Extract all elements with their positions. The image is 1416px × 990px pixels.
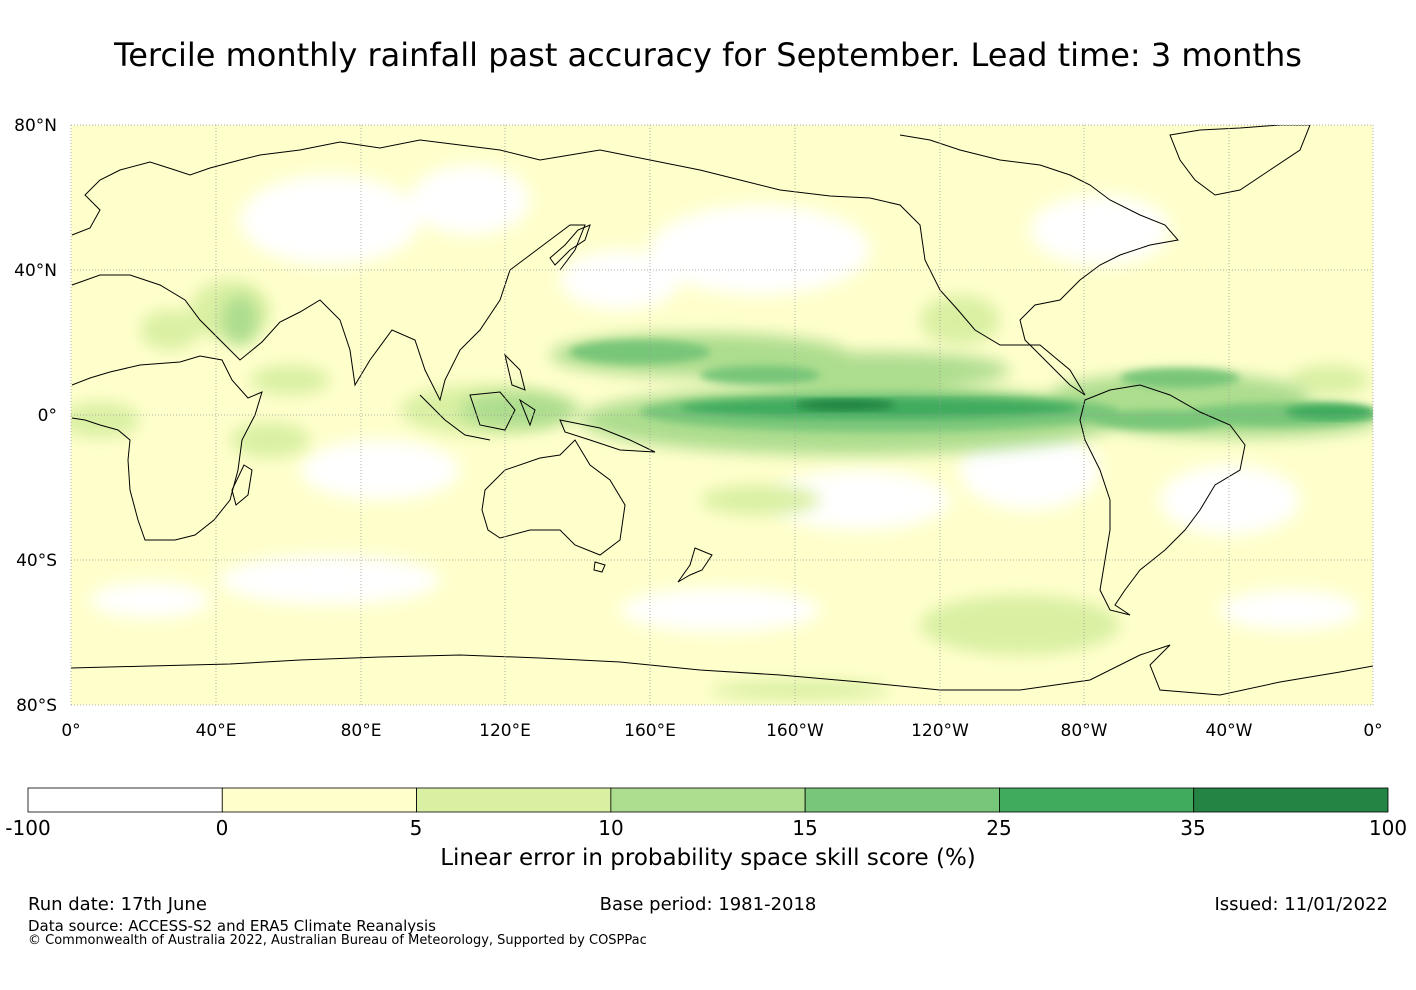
new-zealand-coast <box>677 547 713 583</box>
lon-label: 40°E <box>196 721 237 741</box>
colorbar-swatch <box>999 787 1195 813</box>
lon-label: 120°E <box>479 721 531 741</box>
lon-label: 80°E <box>341 721 382 741</box>
eurasia-coast <box>71 139 871 236</box>
maritime-coast <box>419 353 656 453</box>
lat-labels: 80°N 40°N 0° 40°S 80°S <box>14 116 57 716</box>
issued-date: Issued: 11/01/2022 <box>1214 894 1388 915</box>
north-america-coast <box>869 134 1179 396</box>
skill-map: 80°N 40°N 0° 40°S 80°S 0° 40°E 80°E 120°… <box>0 110 1416 750</box>
run-date: Run date: 17th June <box>28 894 207 915</box>
antarctica-coast <box>71 644 1373 696</box>
colorbar-tick-label: -100 <box>5 816 50 840</box>
tasmania-coast <box>593 561 606 573</box>
lon-label: 0° <box>1363 721 1382 741</box>
colorbar-title: Linear error in probability space skill … <box>440 845 976 871</box>
darkest-green-core <box>795 399 895 411</box>
colorbar-ticks: -100 0 5 10 15 25 35 100 <box>5 816 1407 840</box>
graticule <box>70 124 1374 706</box>
map-title: Tercile monthly rainfall past accuracy f… <box>114 36 1302 74</box>
colorbar-swatch <box>221 787 417 813</box>
colorbar-swatch <box>610 787 806 813</box>
colorbar-swatches <box>27 787 1389 813</box>
coastlines <box>71 125 1373 696</box>
lon-labels: 0° 40°E 80°E 120°E 160°E 160°W 120°W 80°… <box>61 721 1382 741</box>
lat-label: 40°N <box>14 261 57 281</box>
colorbar-tick-label: 15 <box>792 816 817 840</box>
data-source: Data source: ACCESS-S2 and ERA5 Climate … <box>28 917 436 935</box>
japan-coast <box>549 224 591 266</box>
colorbar-tick-label: 25 <box>986 816 1011 840</box>
colorbar-tick-label: 100 <box>1369 816 1407 840</box>
lon-label: 0° <box>61 721 80 741</box>
colorbar-swatch <box>804 787 1000 813</box>
colorbar-swatch <box>1193 787 1389 813</box>
lon-label: 80°W <box>1061 721 1108 741</box>
lon-label: 40°W <box>1206 721 1253 741</box>
lat-label: 80°S <box>16 696 57 716</box>
lon-label: 160°W <box>766 721 824 741</box>
madagascar-coast <box>231 464 253 506</box>
base-period: Base period: 1981-2018 <box>599 894 817 915</box>
colorbar-tick-label: 5 <box>410 816 423 840</box>
lat-label: 40°S <box>16 551 57 571</box>
colorbar-swatch <box>27 787 223 813</box>
copyright: © Commonwealth of Australia 2022, Austra… <box>28 933 647 948</box>
lat-label: 0° <box>38 406 57 426</box>
map-area <box>71 125 1373 705</box>
lat-label: 80°N <box>14 116 57 136</box>
lon-label: 120°W <box>911 721 969 741</box>
south-america-coast <box>1079 384 1246 616</box>
greenland-coast <box>1169 125 1311 196</box>
middle-east-coast <box>71 224 586 402</box>
colorbar-tick-label: 35 <box>1180 816 1205 840</box>
colorbar-swatch <box>416 787 612 813</box>
colorbar-tick-label: 10 <box>598 816 623 840</box>
colorbar-tick-label: 0 <box>216 816 229 840</box>
colorbar: -100 0 5 10 15 25 35 100 <box>5 787 1407 840</box>
australia-coast <box>481 439 626 556</box>
map-svg: 80°N 40°N 0° 40°S 80°S 0° 40°E 80°E 120°… <box>14 116 1383 741</box>
white-patches <box>90 165 1360 632</box>
lon-label: 160°E <box>624 721 676 741</box>
